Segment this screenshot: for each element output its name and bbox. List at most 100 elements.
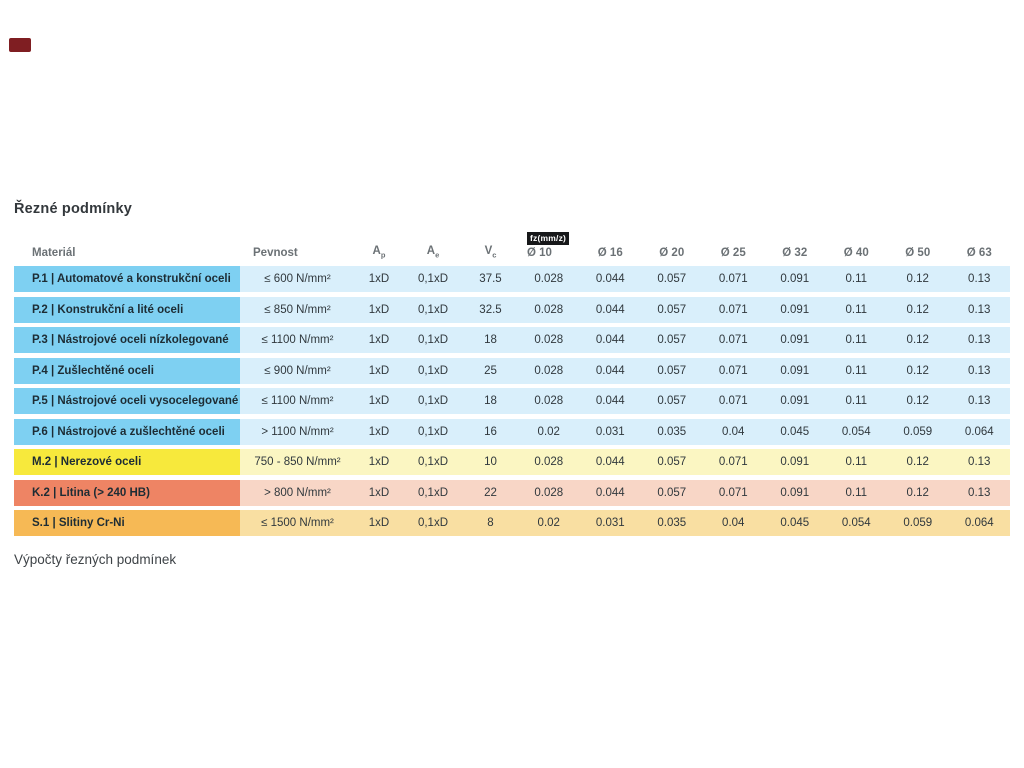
value-cell: 0.11 [845, 456, 868, 468]
value-cell: ≤ 900 N/mm² [264, 364, 331, 377]
value-cell: 0.028 [534, 395, 564, 407]
value-cell: 0.091 [780, 395, 810, 407]
value-cell: 0.13 [968, 334, 991, 346]
value-cell: 0.071 [718, 364, 748, 377]
value-cell: 0.044 [595, 486, 625, 499]
col-header-vc: Vc [484, 244, 497, 259]
value-cell: 0.091 [780, 486, 810, 499]
table-row: S.1 | Slitiny Cr-Ni ≤ 1500 N/mm² 1xD 0,1xD 8… [14, 510, 1010, 536]
fz-unit-tag: fz(mm/z) [527, 232, 570, 245]
value-cell: ≤ 850 N/mm² [264, 303, 331, 316]
material-cell: P.1 | Automatové a konstrukční oceli [14, 266, 240, 292]
value-cell: 0.028 [534, 456, 564, 468]
value-cell: 1xD [368, 517, 390, 529]
table-row: K.2 | Litina (> 240 HB) > 800 N/mm² 1xD 0,1… [14, 479, 1010, 506]
value-cell: 0,1xD [417, 273, 449, 285]
value-cell: 0.091 [780, 334, 810, 346]
table-row: M.2 | Nerezové oceli 750 - 850 N/mm² 1xD 0,… [14, 449, 1010, 475]
value-cell: 0.12 [906, 273, 929, 285]
table-row: P.6 | Nástrojové a zušlechtěné oceli > 11… [14, 418, 1010, 445]
col-header-diameter: Ø 25 [720, 247, 746, 259]
value-cell: 1xD [368, 273, 390, 285]
value-cell: 0,1xD [417, 456, 449, 468]
value-cell: 0.04 [722, 425, 745, 438]
cutting-conditions-table: Materiál Pevnost Ap Ae Vc fz(mm/z) Ø 10 Ø … [14, 226, 1010, 541]
value-cell: ≤ 600 N/mm² [264, 273, 331, 285]
value-cell: 0.057 [657, 273, 687, 285]
value-cell: 0,1xD [417, 517, 449, 529]
section-link-calculations: Výpočty řezných podmínek [14, 552, 177, 567]
value-cell: 0.11 [845, 395, 868, 407]
value-cell: 0.054 [841, 517, 871, 529]
value-cell: 0,1xD [417, 334, 449, 346]
table-row: P.2 | Konstrukční a lité oceli ≤ 850 N/mm… [14, 296, 1010, 323]
value-cell: 8 [487, 517, 494, 529]
value-cell: 37.5 [479, 273, 502, 285]
value-cell: 0.071 [718, 486, 748, 499]
value-cell: 1xD [368, 364, 390, 377]
value-cell: 0,1xD [417, 364, 449, 377]
value-cell: 0.064 [964, 517, 994, 529]
col-header-pevnost: Pevnost [253, 247, 298, 259]
value-cell: 0,1xD [417, 486, 449, 499]
value-cell: 0.045 [780, 517, 810, 529]
value-cell: 0.057 [657, 395, 687, 407]
value-cell: 1xD [368, 425, 390, 438]
value-cell: 0.054 [841, 425, 871, 438]
value-cell: 0,1xD [417, 303, 449, 316]
value-cell: 16 [484, 425, 497, 438]
value-cell: 0.071 [718, 395, 748, 407]
value-cell: 0.057 [657, 334, 687, 346]
col-header-ap: Ap [372, 244, 386, 259]
value-cell: 1xD [368, 486, 390, 499]
table-row: P.5 | Nástrojové oceli vysocelegované ≤ 1… [14, 388, 1010, 414]
value-cell: 0.11 [845, 334, 868, 346]
value-cell: 22 [484, 486, 497, 499]
value-cell: 0.028 [534, 486, 564, 499]
value-cell: ≤ 1500 N/mm² [261, 517, 334, 529]
value-cell: 0.044 [595, 273, 625, 285]
value-cell: 0.11 [845, 486, 868, 499]
value-cell: > 800 N/mm² [264, 486, 331, 499]
col-header-diameter: fz(mm/z) Ø 10 [518, 232, 580, 259]
material-cell: P.2 | Konstrukční a lité oceli [14, 296, 240, 323]
material-cell: S.1 | Slitiny Cr-Ni [14, 510, 240, 536]
value-cell: 0.044 [595, 303, 625, 316]
value-cell: 0.13 [968, 364, 991, 377]
value-cell: 0,1xD [417, 395, 449, 407]
col-header-diameter: Ø 32 [782, 247, 808, 259]
value-cell: 0.028 [534, 364, 564, 377]
brand-mark [9, 38, 31, 52]
value-cell: 0.091 [780, 364, 810, 377]
value-cell: 0.044 [595, 395, 625, 407]
value-cell: 0.044 [595, 456, 625, 468]
value-cell: 0.13 [968, 456, 991, 468]
value-cell: 0.059 [903, 517, 933, 529]
value-cell: 1xD [368, 395, 390, 407]
value-cell: 0.028 [534, 303, 564, 316]
col-header-diameter: Ø 40 [843, 247, 869, 259]
value-cell: 32.5 [479, 303, 502, 316]
value-cell: 0.11 [845, 364, 868, 377]
value-cell: > 1100 N/mm² [261, 425, 334, 438]
value-cell: 0.12 [906, 303, 929, 316]
value-cell: 0.031 [595, 425, 625, 438]
value-cell: 750 - 850 N/mm² [254, 456, 341, 468]
col-header-diameter: Ø 20 [659, 247, 685, 259]
value-cell: 0.064 [964, 425, 994, 438]
value-cell: 10 [484, 456, 497, 468]
value-cell: 0.044 [595, 364, 625, 377]
value-cell: 0.02 [537, 517, 560, 529]
table-row: P.1 | Automatové a konstrukční oceli ≤ 60… [14, 266, 1010, 292]
value-cell: 0.091 [780, 273, 810, 285]
col-header-ae: Ae [426, 244, 440, 259]
material-cell: K.2 | Litina (> 240 HB) [14, 479, 240, 506]
material-cell: P.3 | Nástrojové oceli nízkolegované [14, 327, 240, 353]
value-cell: 0.12 [906, 364, 929, 377]
value-cell: 0.13 [968, 395, 991, 407]
value-cell: 18 [484, 395, 497, 407]
value-cell: 0.071 [718, 456, 748, 468]
value-cell: 0.035 [657, 517, 687, 529]
value-cell: 0.11 [845, 303, 868, 316]
value-cell: 0.028 [534, 334, 564, 346]
